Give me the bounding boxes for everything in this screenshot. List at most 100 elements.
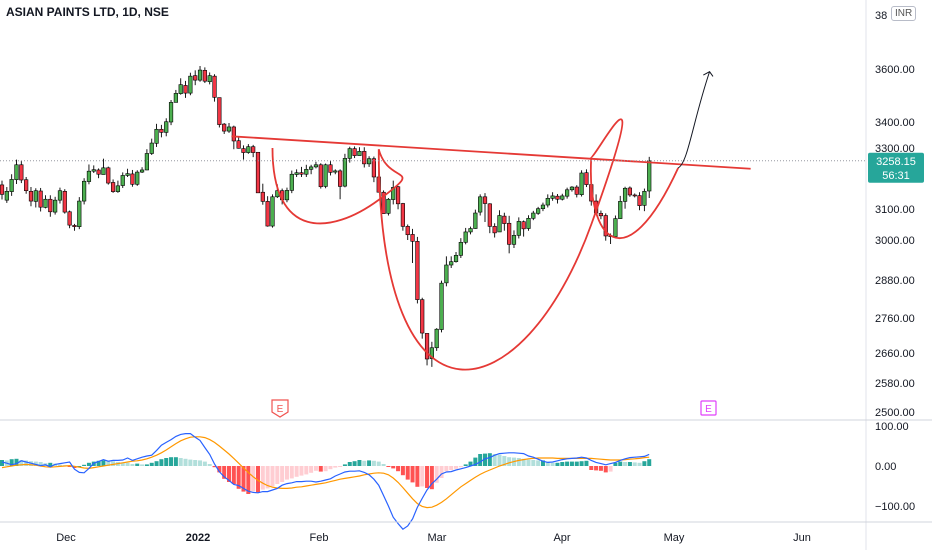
- candle-up: [366, 158, 372, 165]
- macd-histogram-bar: [169, 457, 174, 466]
- candle-up: [347, 148, 352, 159]
- time-tick-label: Feb: [310, 532, 329, 544]
- candle-up: [149, 142, 154, 154]
- candle-up: [357, 151, 362, 156]
- earnings-marker-feb[interactable]: E: [271, 399, 289, 418]
- candle-down: [231, 126, 236, 142]
- candle-down: [110, 182, 116, 192]
- candle-up: [449, 261, 454, 266]
- time-axis[interactable]: Dec 2022 Feb Mar Apr May Jun: [56, 532, 811, 544]
- candle-up: [531, 212, 536, 219]
- candle-down: [507, 222, 512, 245]
- candle-down: [482, 196, 488, 204]
- candle-up: [43, 198, 48, 208]
- candle-up: [579, 172, 584, 195]
- macd-histogram-bar: [637, 462, 642, 466]
- macd-histogram-bar: [449, 466, 454, 470]
- macd-histogram-bar: [260, 466, 265, 490]
- current-price-tag: 3258.15 56:31: [868, 152, 924, 183]
- candle-up: [173, 93, 178, 103]
- left-shoulder-arc: [271, 147, 404, 225]
- macd-histogram-bar: [193, 460, 198, 466]
- macd-histogram-bar: [265, 466, 270, 489]
- symbol-title[interactable]: ASIAN PAINTS LTD, 1D, NSE: [6, 5, 169, 19]
- time-tick-label: Mar: [428, 532, 447, 544]
- current-price-label: 3258.15: [876, 156, 916, 168]
- macd-histogram-bar: [367, 460, 372, 466]
- macd-histogram-bar: [458, 466, 463, 468]
- currency-badge[interactable]: INR: [891, 6, 917, 21]
- candle-up: [178, 84, 183, 94]
- projection-arrowhead: [703, 70, 714, 77]
- candle-down: [212, 75, 217, 98]
- candle-up: [342, 158, 348, 187]
- candle-down: [337, 170, 343, 187]
- price-tick-label: 3000.00: [875, 235, 915, 247]
- macd-histogram-bar: [623, 462, 628, 466]
- macd-histogram-bar: [613, 462, 618, 466]
- candle-down: [492, 226, 497, 234]
- macd-histogram-bar: [255, 466, 260, 493]
- candle-down: [328, 164, 333, 173]
- macd-histogram-bar: [217, 466, 222, 473]
- macd-histogram-bar: [565, 461, 570, 466]
- neckline: [231, 135, 751, 170]
- macd-histogram-bar: [497, 454, 502, 466]
- macd-histogram-bar: [82, 464, 87, 466]
- macd-histogram-bar: [642, 461, 647, 466]
- macd-histogram-bar: [333, 466, 338, 468]
- macd-histogram-bar: [400, 466, 405, 476]
- macd-histogram-bar: [280, 466, 285, 482]
- candle-down: [255, 151, 261, 194]
- candle-down: [362, 151, 367, 165]
- macd-axis[interactable]: 100.00 0.00 −100.00: [875, 421, 915, 513]
- macd-histogram-bar: [140, 464, 145, 466]
- macd-histogram-bar: [178, 458, 183, 466]
- macd-histogram-bar: [72, 466, 77, 468]
- earnings-marker-label: E: [277, 404, 284, 415]
- macd-histogram-bar: [38, 462, 43, 466]
- macd-histogram-bar: [540, 460, 545, 466]
- candle-up: [135, 171, 140, 185]
- price-axis[interactable]: 38 3600.00 3400.00 3300.00 3100.00 3000.00 288…: [875, 10, 915, 419]
- macd-histogram-bar: [14, 458, 19, 466]
- macd-histogram-bar: [241, 466, 246, 492]
- macd-histogram-bar: [376, 461, 381, 466]
- macd-histogram-bar: [154, 461, 159, 466]
- candle-up: [289, 173, 294, 191]
- time-tick-label: Apr: [553, 532, 570, 544]
- candle-up: [14, 164, 19, 181]
- macd-histogram-bar: [545, 461, 550, 466]
- candle-down: [130, 173, 135, 185]
- macd-histogram-bar: [270, 466, 275, 487]
- macd-histogram-bar: [289, 466, 294, 479]
- candle-down: [299, 172, 304, 175]
- candle-up: [540, 204, 546, 209]
- macd-histogram-bar: [188, 459, 193, 466]
- candle-up: [333, 170, 338, 173]
- candle-up: [453, 255, 459, 262]
- macd-histogram-bar: [589, 466, 594, 470]
- candle-up: [323, 164, 328, 187]
- candle-up: [516, 221, 521, 236]
- macd-histogram-bar: [608, 466, 613, 472]
- candle-up: [642, 191, 647, 206]
- candle-up: [144, 153, 150, 171]
- time-tick-label: May: [664, 532, 685, 544]
- time-tick-label: 2022: [186, 532, 210, 544]
- macd-histogram-bar: [125, 462, 130, 466]
- price-tick-label: 2660.00: [875, 348, 915, 360]
- macd-histogram-bar: [463, 464, 468, 466]
- candle-down: [28, 191, 34, 202]
- macd-histogram-bar: [560, 462, 565, 466]
- price-tick-label: 2880.00: [875, 275, 915, 287]
- earnings-marker-may[interactable]: E: [700, 400, 717, 416]
- macd-histogram-bar: [135, 463, 140, 466]
- handle-arc: [589, 157, 680, 239]
- macd-histogram-bar: [521, 458, 526, 466]
- candle-down: [318, 164, 323, 188]
- candle-up: [565, 189, 570, 197]
- candle-down: [352, 148, 357, 156]
- macd-histogram-bar: [0, 460, 4, 466]
- macd-histogram-bar: [323, 466, 328, 472]
